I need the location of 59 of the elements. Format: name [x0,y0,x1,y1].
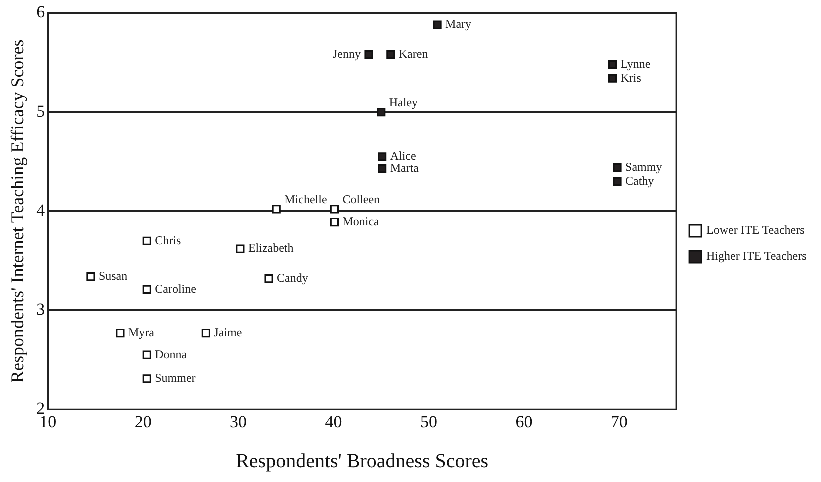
annotation: Colleen [342,192,380,207]
point [386,50,396,60]
annotation: Haley [389,95,418,110]
x-tick-label: 40 [325,412,342,432]
point [330,218,339,227]
annotation: Monica [342,214,380,228]
annotation: Donna [155,347,188,362]
y-tick-label: 6 [36,2,46,22]
annotation: Mary [446,17,472,32]
annotation: Karen [398,46,428,61]
point [236,244,245,254]
annotation: Chris [155,233,182,248]
y-tick-label: 3 [36,300,46,319]
annotation: Sammy [626,160,662,174]
point [142,350,152,360]
point [613,164,622,172]
point [378,164,387,174]
annotation: Marta [390,160,420,175]
y-tick-label: 5 [36,102,46,121]
annotation: Candy [277,270,308,285]
point [142,236,152,246]
annotation: Summer [155,371,196,386]
x-tick-label: 10 [40,412,57,432]
point [264,274,274,284]
point [116,329,125,338]
annotation: Alice [390,149,416,164]
annotation: Kris [620,70,642,85]
point [608,74,618,83]
annotation: Jaime [214,325,242,340]
point [330,205,339,214]
legend-label: Higher ITE Teachers [706,249,808,264]
x-axis-title: Respondents' Broadness Scores [236,450,489,472]
annotation: Michelle [284,192,328,207]
point [378,152,387,162]
x-tick-label: 70 [610,412,628,432]
annotation: Cathy [626,174,654,188]
annotation: Lynne [620,56,651,71]
annotation: Elizabeth [248,241,294,256]
point [272,205,281,214]
point [86,272,96,282]
point [142,374,152,384]
x-tick-label: 60 [516,412,533,432]
x-tick-label: 30 [230,412,248,432]
annotation: Caroline [155,282,196,296]
point [433,20,442,30]
annotation: Susan [98,268,128,283]
legend-label: Lower ITE Teachers [706,223,806,238]
point [364,50,374,60]
point [377,108,386,117]
x-tick-label: 20 [134,412,152,432]
annotation: Jenny [332,46,361,61]
point [142,285,152,294]
point [608,60,618,70]
point [613,177,622,186]
y-axis-title: Respondents' Internet Teaching Efficacy Scores [8,40,28,384]
y-tick-label: 4 [36,200,46,220]
annotation: Myra [128,325,156,340]
x-tick-label: 50 [420,412,438,432]
point [202,329,210,338]
